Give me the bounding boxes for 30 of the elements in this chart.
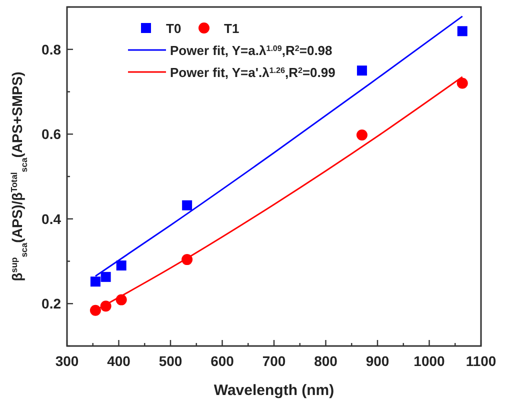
- point: [356, 129, 368, 140]
- x-tick-label: 400: [107, 353, 131, 369]
- point: [356, 66, 367, 76]
- y-tick-label: 0.6: [42, 126, 62, 142]
- x-tick-label: 800: [314, 353, 338, 369]
- point: [182, 254, 193, 266]
- legend-label: T0: [166, 21, 182, 36]
- y-tick-label: 0.2: [42, 296, 62, 312]
- x-tick-label: 900: [366, 353, 390, 369]
- point: [456, 78, 468, 89]
- x-tick-label: 600: [210, 353, 234, 369]
- y-tick-label: 0.8: [42, 41, 62, 58]
- x-tick-label: 500: [158, 353, 182, 369]
- point: [90, 304, 101, 316]
- legend-label: Power fit, Y=a.λ$^{1.09}$,R$^{2}$=0.98: [170, 43, 332, 58]
- legend-label: Power fit, Y=a'.λ$^{1.26}$,R$^{2}$=0.99: [170, 65, 336, 80]
- point: [116, 294, 127, 306]
- y-tick-label: 0.4: [42, 210, 62, 227]
- point: [116, 260, 126, 270]
- point: [100, 300, 112, 312]
- x-tick-label: 1000: [414, 353, 446, 369]
- point: [90, 276, 100, 287]
- x-tick-label: 300: [55, 353, 79, 369]
- point: [457, 26, 468, 36]
- point: [100, 272, 111, 282]
- x-tick-label: 700: [262, 353, 286, 369]
- x-axis-title: Wavelength (nm): [214, 382, 334, 399]
- x-tick-label: 1100: [466, 353, 496, 369]
- point: [182, 200, 192, 210]
- legend-label: T1: [224, 21, 240, 36]
